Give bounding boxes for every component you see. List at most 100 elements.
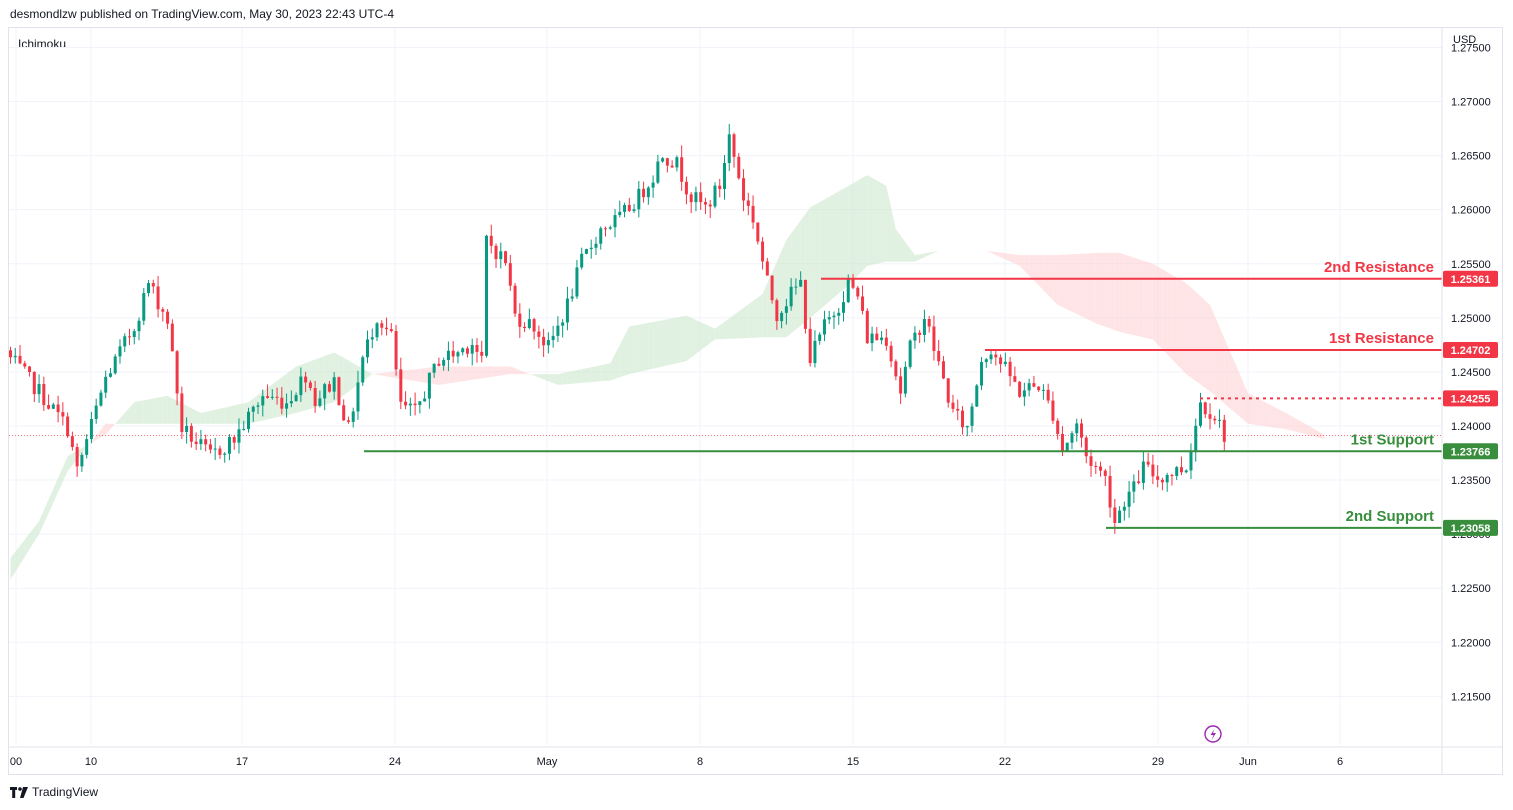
- candle-body: [513, 285, 517, 314]
- level-label: 1st Resistance: [1329, 330, 1434, 347]
- cloud-segment-bear: [1148, 262, 1153, 340]
- cloud-segment-bear: [1105, 252, 1111, 329]
- cloud-segment-bull: [58, 467, 63, 493]
- cloud-segment-bull: [229, 405, 235, 424]
- cloud-segment-bear: [1186, 283, 1191, 378]
- currency-label: USD: [1453, 34, 1477, 46]
- candle-body: [818, 334, 822, 341]
- cloud-segment-bear: [986, 250, 992, 253]
- cloud-segment-bull: [62, 456, 68, 482]
- candle-body: [956, 408, 960, 411]
- candle-body: [575, 267, 579, 297]
- cloud-segment-bear: [1319, 431, 1325, 439]
- candle-body: [418, 401, 422, 406]
- cloud-segment-bull: [929, 251, 934, 256]
- cloud-segment-bull: [543, 374, 549, 382]
- cloud-segment-bull: [215, 408, 220, 424]
- candle-body: [489, 235, 493, 246]
- cloud-segment-bear: [995, 252, 1001, 258]
- cloud-segment-bear: [1033, 255, 1039, 286]
- price-axis[interactable]: 1.27500 1.27000 1.26500 1.26000 1.25500 1.250…: [1441, 27, 1498, 775]
- cloud-segment-bear: [477, 366, 482, 380]
- cloud-segment-bull: [538, 374, 544, 380]
- cloud-segment-bull: [872, 177, 877, 265]
- candle-body: [718, 185, 722, 190]
- cloud-segment-bull: [29, 527, 35, 550]
- y-tick-label: 1.22000: [1451, 637, 1491, 649]
- cloud-segment-bull: [881, 183, 887, 263]
- cloud-segment-bull: [557, 373, 563, 385]
- price-tag: 1.23766: [1443, 443, 1498, 460]
- candle-body: [1175, 467, 1179, 476]
- candle-body: [837, 312, 841, 316]
- candle-body: [623, 204, 627, 212]
- cloud-segment-bull: [876, 180, 882, 264]
- cloud-segment-bear: [457, 366, 463, 382]
- candle-body: [451, 350, 455, 357]
- cloud-segment-bull: [172, 398, 178, 424]
- candle-body: [194, 441, 198, 445]
- cloud-segment-bull: [581, 368, 587, 383]
- candle-body: [827, 317, 831, 320]
- candle-body: [1146, 461, 1150, 465]
- cloud-segment-bull: [905, 242, 911, 262]
- cloud-segment-bear: [1038, 255, 1044, 291]
- candle-body: [275, 396, 279, 398]
- candle-body: [727, 134, 731, 164]
- cloud-segment-bull: [148, 398, 154, 424]
- candle-body: [961, 410, 964, 428]
- cloud-segment-bear: [1133, 257, 1139, 337]
- candle-body: [1070, 433, 1074, 443]
- candle-body: [389, 329, 393, 332]
- replay-icon[interactable]: [1204, 725, 1222, 743]
- candle-body: [980, 362, 984, 386]
- price-tag: 1.24702: [1443, 342, 1498, 359]
- candle-body: [746, 200, 750, 206]
- cloud-segment-bear: [1162, 269, 1168, 355]
- candlesticks: [9, 123, 1226, 534]
- candle-body: [408, 403, 412, 406]
- cloud-segment-bull: [24, 533, 30, 557]
- candle-body: [308, 382, 312, 389]
- cloud-segment-bull: [814, 202, 820, 314]
- cloud-segment-bull: [143, 399, 149, 424]
- cloud-segment-bull: [810, 204, 815, 318]
- candle-body: [351, 411, 355, 422]
- candle-body: [518, 313, 522, 327]
- candle-body: [413, 403, 417, 406]
- candle-body: [751, 205, 755, 223]
- x-tick-label: 29: [1152, 756, 1164, 768]
- candle-body: [618, 211, 622, 216]
- candle-body: [1018, 381, 1022, 397]
- candle-body: [1003, 361, 1007, 365]
- candle-body: [285, 403, 289, 409]
- cloud-segment-bull: [343, 357, 349, 396]
- candle-body: [1084, 437, 1088, 457]
- cloud-segment-bear: [1005, 253, 1011, 262]
- candle-body: [1141, 461, 1145, 483]
- cloud-segment-bear: [1171, 274, 1177, 365]
- candle-body: [118, 346, 122, 357]
- cloud-segment-bear: [1314, 429, 1320, 438]
- candle-body: [527, 319, 531, 329]
- cloud-segment-bear: [438, 366, 444, 385]
- candle-body: [42, 384, 46, 406]
- published-info: desmondlzw published on TradingView.com,…: [10, 7, 394, 21]
- candle-body: [227, 436, 231, 454]
- candle-body: [494, 245, 498, 260]
- candle-body: [1027, 383, 1031, 391]
- candle-body: [427, 372, 431, 399]
- cloud-segment-bull: [629, 325, 635, 375]
- candle-body: [1137, 481, 1141, 483]
- cloud-segment-bear: [1129, 256, 1134, 336]
- tradingview-brand[interactable]: TradingView: [10, 785, 98, 799]
- cloud-segment-bear: [1224, 338, 1230, 408]
- candle-body: [694, 192, 698, 203]
- candle-body: [1099, 466, 1103, 471]
- time-axis[interactable]: 00 10 17 24 May 8 15 22 29 Jun 6: [8, 746, 1503, 768]
- price-tag-label: 1.23058: [1451, 523, 1491, 535]
- cloud-segment-bull: [567, 371, 573, 385]
- chart-frame: [8, 27, 1503, 775]
- candle-body: [485, 235, 488, 356]
